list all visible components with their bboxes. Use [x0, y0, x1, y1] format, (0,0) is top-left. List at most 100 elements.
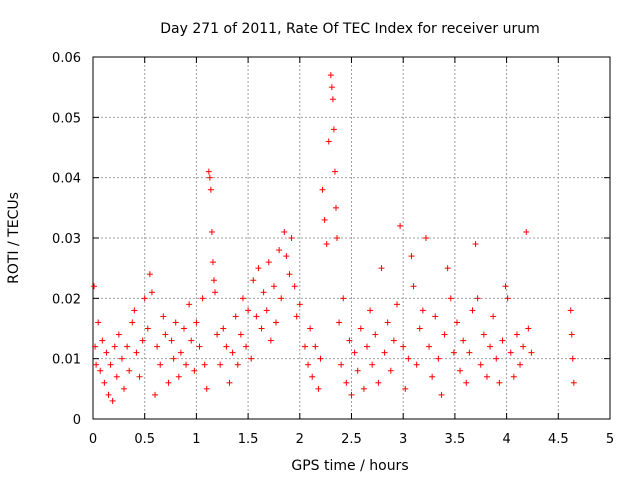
data-point [346, 337, 353, 344]
data-point [569, 355, 576, 362]
data-point [328, 84, 335, 91]
data-point [91, 283, 98, 290]
data-point [139, 337, 146, 344]
data-point [435, 355, 442, 362]
data-point [212, 289, 219, 296]
data-point [357, 325, 364, 332]
data-point [103, 349, 110, 356]
data-point [432, 313, 439, 320]
data-point [520, 343, 527, 350]
data-point [276, 247, 283, 254]
data-point [477, 361, 484, 368]
data-point [499, 337, 506, 344]
data-point [209, 259, 216, 266]
data-point [325, 138, 332, 145]
data-point [367, 307, 374, 314]
data-point [372, 331, 379, 338]
data-point [334, 235, 341, 241]
data-point [131, 307, 138, 314]
data-point [201, 361, 208, 368]
data-point [229, 349, 236, 356]
data-point [441, 331, 448, 338]
data-point [248, 355, 255, 362]
data-point [115, 331, 122, 338]
y-tick-label: 0.06 [52, 51, 81, 66]
data-point [496, 379, 503, 386]
data-point [180, 325, 187, 332]
data-point [286, 271, 293, 278]
x-tick-label: 3 [399, 432, 407, 447]
data-point [487, 343, 494, 350]
data-point [170, 355, 177, 362]
data-point [124, 343, 131, 350]
data-point [109, 397, 116, 404]
data-point [186, 301, 193, 308]
data-point [329, 96, 336, 103]
data-point [416, 325, 423, 332]
data-point [243, 343, 250, 350]
data-point [332, 204, 339, 211]
data-point [129, 319, 136, 326]
data-point [493, 355, 500, 362]
data-point [278, 295, 285, 302]
data-point [258, 325, 265, 332]
data-point [523, 228, 530, 235]
data-points [91, 72, 577, 404]
data-point [525, 325, 532, 332]
data-point [387, 367, 394, 374]
data-point [426, 343, 433, 350]
data-point [183, 361, 190, 368]
data-point [410, 283, 417, 290]
data-point [97, 367, 104, 374]
data-point [255, 265, 262, 272]
x-tick-label: 4 [502, 432, 510, 447]
data-point [113, 373, 120, 380]
data-point [312, 343, 319, 350]
data-point [265, 259, 272, 266]
data-point [291, 283, 298, 290]
data-point [245, 307, 252, 314]
data-point [148, 289, 155, 296]
data-point [309, 373, 316, 380]
data-point [188, 337, 195, 344]
data-point [450, 349, 457, 356]
data-point [217, 361, 224, 368]
data-point [397, 222, 404, 229]
data-point [405, 355, 412, 362]
data-point [141, 295, 148, 302]
data-point [402, 385, 409, 392]
data-point [429, 373, 436, 380]
data-point [568, 331, 575, 338]
data-point [203, 385, 210, 392]
data-point [354, 367, 361, 374]
data-point [281, 228, 288, 235]
data-point [196, 343, 203, 350]
grid-lines [93, 57, 610, 419]
data-point [444, 265, 451, 272]
x-axis: 0 0.5 1 1.5 2 2.5 3 3.5 4 4.5 5 [89, 57, 614, 447]
data-point [237, 331, 244, 338]
data-point [199, 295, 206, 302]
y-tick-label: 0.02 [52, 292, 81, 307]
data-point [296, 301, 303, 308]
y-tick-label: 0.01 [52, 353, 81, 368]
data-point [293, 313, 300, 320]
data-point [384, 319, 391, 326]
data-point [483, 373, 490, 380]
data-point [513, 331, 520, 338]
data-point [364, 343, 371, 350]
data-point [234, 361, 241, 368]
data-point [517, 361, 524, 368]
data-point [157, 361, 164, 368]
y-axis: 0 0.01 0.02 0.03 0.04 0.05 0.06 [52, 51, 610, 428]
data-point [378, 265, 385, 272]
data-point [101, 379, 108, 386]
chart-title: Day 271 of 2011, Rate Of TEC Index for r… [160, 21, 540, 37]
data-point [504, 295, 511, 302]
data-point [351, 349, 358, 356]
data-point [419, 307, 426, 314]
data-point [95, 319, 102, 326]
data-point [507, 349, 514, 356]
data-point [460, 337, 467, 344]
